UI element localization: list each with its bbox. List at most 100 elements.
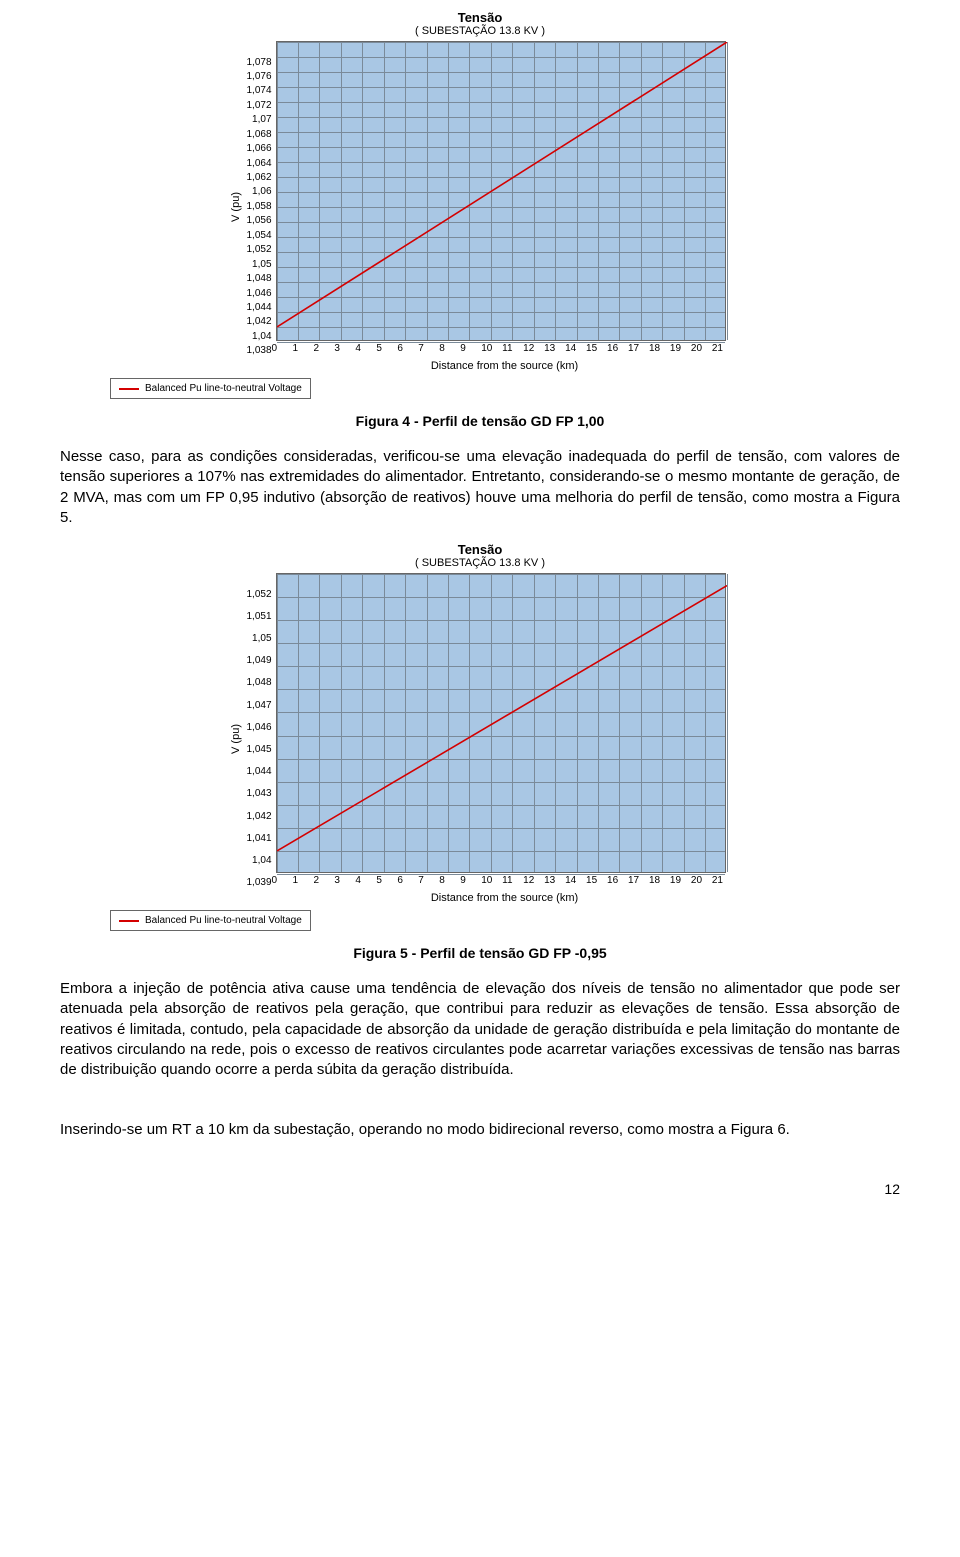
chart1-legend-label: Balanced Pu line-to-neutral Voltage: [145, 383, 302, 394]
ytick-label: 1,04: [246, 331, 271, 342]
ytick-label: 1,045: [246, 744, 271, 755]
ytick-label: 1,058: [246, 201, 271, 212]
xtick-label: 14: [565, 875, 586, 886]
xtick-label: 17: [628, 343, 649, 354]
figure-4-caption: Figura 4 - Perfil de tensão GD FP 1,00: [60, 413, 900, 429]
paragraph-1: Nesse caso, para as condições considerad…: [60, 447, 900, 528]
xtick-label: 4: [355, 875, 376, 886]
chart2-legend: Balanced Pu line-to-neutral Voltage: [110, 910, 311, 931]
ytick-label: 1,04: [246, 855, 271, 866]
chart2-yticks: 1,052 1,051 1,05 1,049 1,048 1,047 1,046 1,045 1…: [246, 589, 275, 889]
xtick-label: 5: [376, 875, 397, 886]
chart2-ylabel: V (pu): [226, 724, 246, 754]
xtick-label: 1: [292, 875, 313, 886]
ytick-label: 1,062: [246, 172, 271, 183]
chart2-legend-label: Balanced Pu line-to-neutral Voltage: [145, 915, 302, 926]
xtick-label: 0: [272, 875, 293, 886]
figure-5-caption: Figura 5 - Perfil de tensão GD FP -0,95: [60, 945, 900, 961]
ytick-label: 1,05: [246, 259, 271, 270]
ytick-label: 1,078: [246, 57, 271, 68]
ytick-label: 1,052: [246, 589, 271, 600]
xtick-label: 8: [439, 875, 460, 886]
ytick-label: 1,068: [246, 129, 271, 140]
xtick-label: 20: [691, 343, 712, 354]
xtick-label: 10: [481, 343, 502, 354]
ytick-label: 1,054: [246, 230, 271, 241]
xtick-label: 19: [670, 875, 691, 886]
xtick-label: 7: [418, 875, 439, 886]
xtick-label: 13: [544, 875, 565, 886]
ytick-label: 1,046: [246, 288, 271, 299]
xtick-label: 16: [607, 875, 628, 886]
xtick-label: 11: [502, 343, 523, 354]
xtick-label: 1: [292, 343, 313, 354]
xtick-label: 8: [439, 343, 460, 354]
ytick-label: 1,074: [246, 85, 271, 96]
xtick-label: 19: [670, 343, 691, 354]
ytick-label: 1,048: [246, 273, 271, 284]
xtick-label: 16: [607, 343, 628, 354]
chart1-subtitle: ( SUBESTAÇÃO 13.8 KV ): [415, 25, 545, 37]
ytick-label: 1,043: [246, 788, 271, 799]
ytick-label: 1,072: [246, 100, 271, 111]
xtick-label: 13: [544, 343, 565, 354]
chart1-title: Tensão: [458, 10, 503, 25]
chart1-legend: Balanced Pu line-to-neutral Voltage: [110, 378, 311, 399]
ytick-label: 1,038: [246, 345, 271, 356]
xtick-label: 12: [523, 343, 544, 354]
ytick-label: 1,049: [246, 655, 271, 666]
xtick-label: 3: [334, 875, 355, 886]
chart2-xlabel: Distance from the source (km): [276, 892, 734, 904]
xtick-label: 9: [460, 343, 481, 354]
ytick-label: 1,066: [246, 143, 271, 154]
paragraph-3: Inserindo-se um RT a 10 km da subestação…: [60, 1120, 900, 1140]
legend-line-swatch: [119, 920, 139, 922]
chart2-plot-area: [276, 573, 726, 873]
ytick-label: 1,051: [246, 611, 271, 622]
ytick-label: 1,05: [246, 633, 271, 644]
xtick-label: 9: [460, 875, 481, 886]
ytick-label: 1,076: [246, 71, 271, 82]
ytick-label: 1,042: [246, 811, 271, 822]
ytick-label: 1,056: [246, 215, 271, 226]
ytick-label: 1,044: [246, 302, 271, 313]
xtick-label: 5: [376, 343, 397, 354]
chart-figure-5: Tensão ( SUBESTAÇÃO 13.8 KV ) V (pu) 1,0…: [60, 542, 900, 931]
xtick-label: 2: [313, 875, 334, 886]
ytick-label: 1,07: [246, 114, 271, 125]
chart1-xlabel: Distance from the source (km): [276, 360, 734, 372]
ytick-label: 1,06: [246, 186, 271, 197]
chart1-plot-area: [276, 41, 726, 341]
ytick-label: 1,048: [246, 677, 271, 688]
ytick-label: 1,047: [246, 700, 271, 711]
chart1-ylabel: V (pu): [226, 192, 246, 222]
ytick-label: 1,046: [246, 722, 271, 733]
xtick-label: 2: [313, 343, 334, 354]
xtick-label: 10: [481, 875, 502, 886]
xtick-label: 18: [649, 343, 670, 354]
ytick-label: 1,064: [246, 158, 271, 169]
paragraph-2: Embora a injeção de potência ativa cause…: [60, 979, 900, 1080]
chart2-subtitle: ( SUBESTAÇÃO 13.8 KV ): [415, 557, 545, 569]
xtick-label: 21: [712, 875, 733, 886]
xtick-label: 6: [397, 343, 418, 354]
xtick-label: 12: [523, 875, 544, 886]
xtick-label: 7: [418, 343, 439, 354]
xtick-label: 4: [355, 343, 376, 354]
chart1-yticks: 1,078 1,076 1,074 1,072 1,07 1,068 1,066 1,064 1…: [246, 57, 275, 357]
chart2-title: Tensão: [458, 542, 503, 557]
xtick-label: 17: [628, 875, 649, 886]
legend-line-swatch: [119, 388, 139, 390]
xtick-label: 14: [565, 343, 586, 354]
ytick-label: 1,052: [246, 244, 271, 255]
ytick-label: 1,042: [246, 316, 271, 327]
xtick-label: 15: [586, 875, 607, 886]
page-number: 12: [60, 1181, 900, 1197]
xtick-label: 20: [691, 875, 712, 886]
chart-figure-4: Tensão ( SUBESTAÇÃO 13.8 KV ) V (pu) 1,0…: [60, 10, 900, 399]
xtick-label: 11: [502, 875, 523, 886]
xtick-label: 15: [586, 343, 607, 354]
ytick-label: 1,039: [246, 877, 271, 888]
xtick-label: 21: [712, 343, 733, 354]
xtick-label: 3: [334, 343, 355, 354]
